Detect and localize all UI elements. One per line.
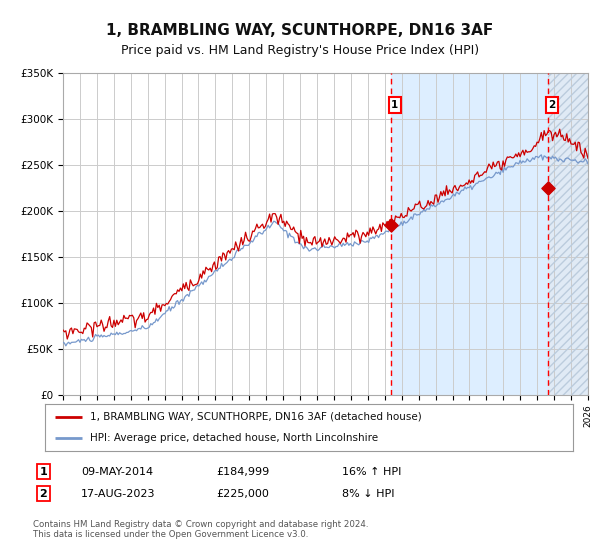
Text: 2: 2 [548,100,556,110]
Bar [548,73,588,395]
Bar [548,73,588,395]
Bar [391,73,548,395]
Text: £225,000: £225,000 [216,489,269,499]
Text: 1, BRAMBLING WAY, SCUNTHORPE, DN16 3AF: 1, BRAMBLING WAY, SCUNTHORPE, DN16 3AF [106,24,494,38]
Text: 1, BRAMBLING WAY, SCUNTHORPE, DN16 3AF (detached house): 1, BRAMBLING WAY, SCUNTHORPE, DN16 3AF (… [90,412,422,422]
Text: 2: 2 [40,489,47,499]
Text: 1: 1 [40,466,47,477]
Text: 8% ↓ HPI: 8% ↓ HPI [342,489,395,499]
Text: Contains HM Land Registry data © Crown copyright and database right 2024.
This d: Contains HM Land Registry data © Crown c… [33,520,368,539]
Text: 1: 1 [391,100,398,110]
Text: Price paid vs. HM Land Registry's House Price Index (HPI): Price paid vs. HM Land Registry's House … [121,44,479,57]
Text: HPI: Average price, detached house, North Lincolnshire: HPI: Average price, detached house, Nort… [90,433,378,444]
Text: 09-MAY-2014: 09-MAY-2014 [81,466,153,477]
Text: 16% ↑ HPI: 16% ↑ HPI [342,466,401,477]
Point [543,183,553,192]
Point [386,220,395,229]
Text: £184,999: £184,999 [216,466,269,477]
Text: 17-AUG-2023: 17-AUG-2023 [81,489,155,499]
